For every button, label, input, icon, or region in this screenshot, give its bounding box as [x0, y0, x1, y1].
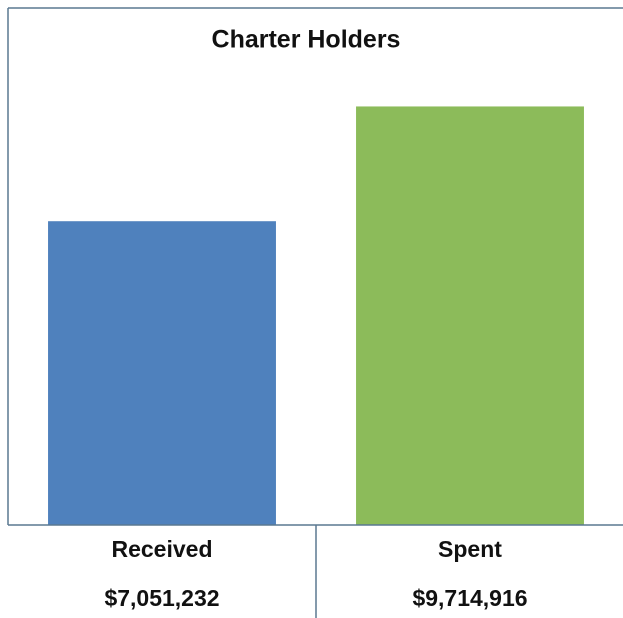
bar — [48, 221, 276, 526]
bar — [356, 106, 584, 525]
value-label: $7,051,232 — [104, 585, 219, 611]
category-label: Spent — [438, 536, 502, 562]
value-label: $9,714,916 — [412, 585, 527, 611]
chart-title: Charter Holders — [212, 26, 401, 54]
category-label: Received — [111, 536, 212, 562]
